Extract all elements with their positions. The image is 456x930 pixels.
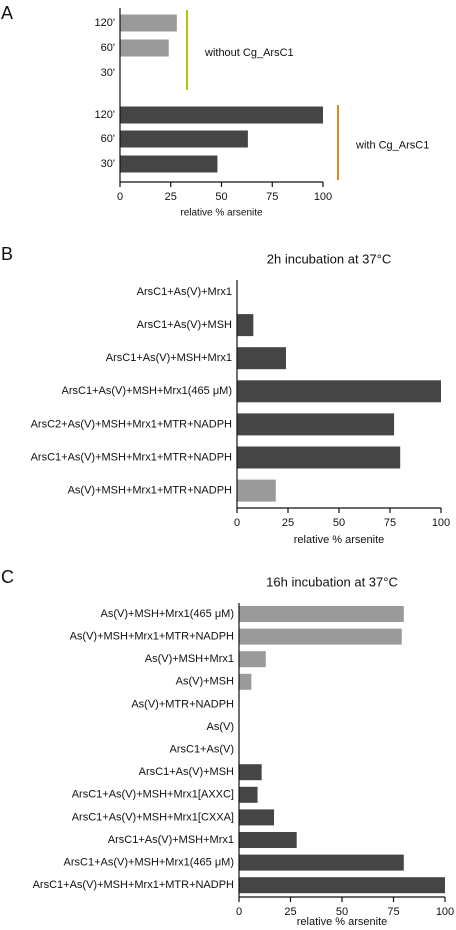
bar	[239, 764, 262, 781]
bar	[239, 832, 297, 848]
category-label: As(V)+MTR+NADPH	[131, 698, 234, 710]
bar	[239, 786, 258, 803]
x-axis-label: relative % arsenite	[297, 916, 388, 928]
category-label: ArsC1+As(V)+MSH	[139, 766, 234, 778]
x-tick-label: 75	[384, 517, 396, 529]
x-tick-label: 75	[387, 906, 399, 918]
x-tick-label: 25	[284, 906, 296, 918]
panel-label: B	[1, 244, 13, 264]
bar	[239, 877, 445, 894]
bar	[120, 106, 323, 124]
category-label: 60'	[101, 133, 115, 145]
category-label: ArsC1+As(V)+MSH+Mrx1[CXXA]	[72, 811, 234, 823]
category-label: ArsC2+As(V)+MSH+Mrx1+MTR+NADPH	[31, 418, 232, 430]
category-label: ArsC1+As(V)+Mrx1	[137, 286, 232, 298]
category-label: ArsC1+As(V)+MSH+Mrx1	[106, 352, 232, 364]
x-tick-label: 100	[436, 906, 454, 918]
category-label: ArsC1+As(V)+MSH+Mrx1(465 μM)	[64, 857, 234, 869]
bar	[239, 628, 402, 645]
category-label: ArsC1+As(V)+MSH	[137, 319, 232, 331]
group-label: with Cg_ArsC1	[355, 139, 429, 151]
category-label: As(V)+MSH+Mrx1(465 μM)	[101, 608, 234, 620]
x-axis-label: relative % arsenite	[294, 534, 385, 546]
category-label: ArsC1+As(V)+MSH+Mrx1	[108, 834, 234, 846]
x-tick-label: 100	[314, 191, 332, 203]
category-label: As(V)+MSH+Mrx1+MTR+NADPH	[70, 631, 234, 643]
bar	[239, 854, 404, 871]
bar	[120, 155, 218, 173]
x-tick-label: 75	[266, 191, 278, 203]
x-tick-label: 0	[236, 906, 242, 918]
x-tick-label: 50	[215, 191, 227, 203]
bar	[237, 380, 441, 403]
bar	[239, 673, 252, 690]
category-label: 120'	[95, 17, 115, 29]
chart-title: 16h incubation at 37°C	[266, 574, 398, 589]
bar	[237, 347, 286, 370]
bar	[237, 446, 401, 469]
bar	[237, 479, 276, 502]
bar	[120, 14, 177, 32]
bar	[237, 314, 254, 337]
panel-label: A	[1, 3, 13, 23]
category-label: 30'	[101, 158, 115, 170]
category-label: As(V)	[207, 721, 235, 733]
category-label: 60'	[101, 42, 115, 54]
category-label: As(V)+MSH+Mrx1+MTR+NADPH	[68, 485, 232, 497]
bar	[120, 39, 169, 57]
category-label: ArsC1+As(V)+MSH+Mrx1+MTR+NADPH	[33, 879, 234, 891]
category-label: ArsC1+As(V)	[170, 744, 235, 756]
panel-label: C	[1, 567, 14, 587]
x-tick-label: 25	[165, 191, 177, 203]
category-label: 30'	[101, 67, 115, 79]
bar	[237, 413, 395, 436]
category-label: ArsC1+As(V)+MSH+Mrx1+MTR+NADPH	[31, 451, 232, 463]
category-label: As(V)+MSH+Mrx1	[145, 653, 234, 665]
x-tick-label: 0	[117, 191, 123, 203]
category-label: ArsC1+As(V)+MSH+Mrx1[AXXC]	[72, 789, 234, 801]
bar	[239, 651, 266, 668]
x-tick-label: 50	[336, 906, 348, 918]
bar	[120, 130, 248, 148]
x-axis-label: relative % arsenite	[180, 208, 263, 219]
bar	[239, 809, 275, 826]
x-tick-label: 100	[432, 517, 450, 529]
category-label: ArsC1+As(V)+MSH+Mrx1(465 μM)	[62, 385, 232, 397]
chart-title: 2h incubation at 37°C	[267, 251, 391, 266]
x-tick-label: 0	[234, 517, 240, 529]
category-label: As(V)+MSH	[176, 676, 234, 688]
x-tick-label: 25	[282, 517, 294, 529]
bar	[239, 606, 404, 622]
group-label: without Cg_ArsC1	[204, 47, 294, 59]
x-tick-label: 50	[333, 517, 345, 529]
category-label: 120'	[95, 109, 115, 121]
